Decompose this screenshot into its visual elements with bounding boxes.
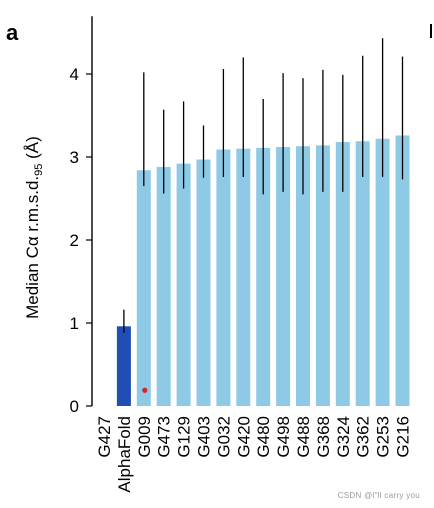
x-tick-label-g216: G216 [394,416,413,458]
x-tick-label-g324: G324 [334,416,353,458]
bar-g362 [355,141,370,407]
bar-g032 [216,149,231,406]
bar-g403 [196,159,211,406]
bar-g498 [276,147,291,407]
bar-g420 [236,148,251,406]
bar-g480 [256,147,271,406]
x-tick-label-g009: G009 [135,416,154,458]
x-tick-label-g403: G403 [195,416,214,458]
y-axis-label: Median Cα r.m.s.d.95 (Å) [23,136,45,319]
x-tick-label-g362: G362 [354,416,373,458]
marker-point-g009 [142,387,148,393]
x-tick-label-g129: G129 [175,416,194,458]
y-tick-label: 2 [70,231,79,250]
y-tick-label: 3 [70,148,79,167]
bar-g473 [156,166,171,406]
x-tick-label-g480: G480 [254,416,273,458]
bar-g216 [395,135,410,407]
x-tick-label-alphafold: AlphaFold [115,416,134,493]
bar-alphafold [116,326,131,406]
x-tick-label-g498: G498 [274,416,293,458]
bar-g368 [315,145,330,406]
x-tick-label-g427: G427 [95,416,114,458]
cropped-panel-edge [430,24,432,38]
x-tick-label-g473: G473 [155,416,174,458]
x-tick-label-g488: G488 [294,416,313,458]
x-tick-label-g253: G253 [374,416,393,458]
x-tick-label-g420: G420 [234,416,253,458]
y-tick-label: 0 [70,397,79,416]
bar-g129 [176,163,191,406]
bar-g253 [375,138,390,407]
bar-g488 [296,146,310,406]
bar-g009 [136,170,151,406]
panel-label: a [6,20,19,45]
x-tick-label-g032: G032 [214,416,233,458]
x-tick-label-g368: G368 [314,416,333,458]
y-tick-label: 4 [70,65,79,84]
y-tick-label: 1 [70,314,79,333]
watermark: CSDN @l"ll carry you [337,491,420,500]
bar-g324 [335,142,350,406]
